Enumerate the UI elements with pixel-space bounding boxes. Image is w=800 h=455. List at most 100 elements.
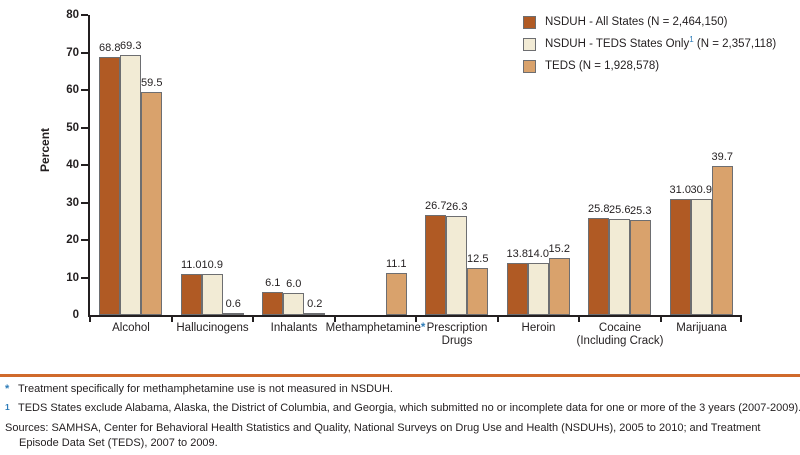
- bar-value-label: 25.6: [609, 204, 631, 216]
- y-tick-label: 0: [72, 309, 79, 321]
- y-tick-mark: [81, 276, 88, 279]
- category-label-line: Hallucinogens: [176, 322, 249, 334]
- y-tick-label: 60: [66, 84, 79, 96]
- x-tick-mark: [659, 315, 662, 322]
- bar: [630, 220, 652, 315]
- bar-value-label: 14.0: [527, 247, 549, 260]
- bar-value-label: 31.0: [669, 183, 691, 196]
- y-tick-mark: [81, 51, 88, 54]
- x-tick-mark: [578, 315, 580, 322]
- bar-value-label: 0.6: [225, 297, 241, 310]
- bar-value-label: 39.7: [711, 151, 733, 164]
- footnotes: * Treatment specifically for methamphetam…: [5, 383, 800, 451]
- bar-value-label: 25.8: [588, 203, 610, 216]
- bar-value-label: 25.3: [630, 205, 652, 218]
- category-label: Cocaine (Including Crack): [562, 322, 678, 348]
- legend-swatch: [523, 59, 536, 73]
- bar: [690, 199, 712, 315]
- bar-value-label: 30.9: [690, 184, 712, 197]
- category-slot: 31.0 30.9 39.7 Marijuana: [661, 15, 743, 334]
- x-tick-mark: [496, 315, 499, 322]
- bar: [669, 198, 691, 315]
- y-tick-mark: [81, 126, 88, 129]
- bar: [180, 273, 202, 315]
- bar: [262, 292, 284, 315]
- legend-row: NSDUH - All States (N = 2,464,150): [523, 11, 776, 33]
- category-label: Marijuana: [644, 322, 760, 335]
- footnote-marker: *: [420, 322, 426, 334]
- y-tick-mark: [81, 14, 88, 16]
- bar-value-label: 68.8: [99, 42, 121, 54]
- x-tick-mark: [89, 315, 91, 322]
- legend-label: TEDS (N = 1,928,578): [545, 60, 660, 72]
- category-slot: 26.7 26.3 12.5 Prescription Drugs: [416, 15, 498, 347]
- legend-row: NSDUH - TEDS States Only1 (N = 2,357,118…: [523, 33, 776, 55]
- category-label-line: Alcohol: [112, 322, 150, 334]
- category-label-line: Drugs: [441, 335, 473, 347]
- bar-value-label: 12.5: [467, 253, 489, 266]
- legend-label: NSDUH - All States (N = 2,464,150): [545, 16, 728, 28]
- x-tick-mark: [415, 315, 417, 322]
- y-tick-label: 10: [66, 271, 79, 284]
- bar-value-label: 6.1: [265, 277, 281, 290]
- category-label: Alcohol: [73, 322, 189, 335]
- category-label-line: Prescription: [426, 322, 488, 334]
- bar: [446, 216, 468, 315]
- footnote-line: * Treatment specifically for methamphetam…: [5, 383, 797, 396]
- y-tick-mark: [81, 201, 88, 204]
- category-label-line: Marijuana: [676, 322, 727, 334]
- footnote-list: * Treatment specifically for methamphetam…: [5, 383, 800, 415]
- bar: [425, 214, 447, 315]
- bar: [548, 258, 570, 315]
- footnote-marker: 1: [5, 402, 10, 412]
- y-tick-label: 50: [66, 121, 79, 134]
- category-slot: 13.8 14.0 15.2 Heroin: [498, 15, 580, 334]
- category-label: Heroin: [481, 322, 597, 335]
- bar-value-label: 59.5: [141, 76, 163, 89]
- category-label: Hallucinogens: [155, 322, 271, 335]
- footnote-marker: *: [5, 383, 10, 395]
- category-slot: 6.1 6.0 0.2 Inhalants: [253, 15, 335, 334]
- x-tick-mark: [170, 315, 173, 322]
- bar-value-label: 26.7: [425, 199, 447, 212]
- footnote-marker: 1: [689, 35, 694, 45]
- category-label-line: Inhalants: [270, 322, 318, 334]
- bar: [201, 274, 223, 315]
- legend-label: NSDUH - TEDS States Only1 (N = 2,357,118…: [545, 35, 777, 50]
- y-tick-label: 70: [66, 46, 79, 59]
- bar: [527, 262, 549, 315]
- bar-value-label: 10.9: [201, 259, 223, 272]
- y-tick-mark: [81, 239, 88, 241]
- legend-swatch: [523, 15, 536, 29]
- footnote-line: 1 TEDS States exclude Alabama, Alaska, th…: [5, 402, 800, 415]
- category-label-line: (Including Crack): [576, 335, 664, 347]
- bar: [120, 55, 142, 315]
- bar: [711, 166, 733, 315]
- bar: [222, 312, 244, 315]
- footnote-text: Treatment specifically for methamphetami…: [18, 383, 393, 395]
- category-label: Methamphetamine*: [318, 322, 434, 335]
- y-tick-label: 80: [66, 9, 79, 21]
- bar-value-label: 69.3: [120, 40, 142, 53]
- bar: [506, 263, 528, 315]
- category-slot: 25.8 25.6 25.3 Cocaine (Including Crack): [577, 15, 664, 347]
- bar: [385, 273, 407, 315]
- bar: [304, 313, 326, 315]
- category-label: Inhalants: [236, 322, 352, 335]
- category-label: Prescription Drugs: [399, 322, 515, 348]
- category-label-line: Methamphetamine*: [325, 322, 426, 334]
- y-tick-label: 30: [66, 196, 79, 209]
- bar-value-label: 13.8: [506, 248, 528, 261]
- category-slot: 11.1 Methamphetamine*: [326, 15, 426, 334]
- y-tick-mark: [81, 89, 88, 91]
- category-label-line: Cocaine: [598, 322, 642, 334]
- x-tick-mark: [740, 315, 742, 322]
- legend-swatch: [523, 37, 536, 51]
- bar-value-label: 6.0: [286, 277, 302, 290]
- x-tick-mark: [252, 315, 254, 322]
- sources-text: Sources: SAMHSA, Center for Behavioral H…: [5, 422, 761, 449]
- bar-value-label: 15.2: [548, 243, 570, 255]
- bar: [283, 292, 305, 315]
- category-label-line: Heroin: [521, 322, 556, 334]
- plot-area: 0 10 20 30 40 50 60 70 80 68.8 69.3 59.5 Alcohol 11.0…: [66, 9, 743, 347]
